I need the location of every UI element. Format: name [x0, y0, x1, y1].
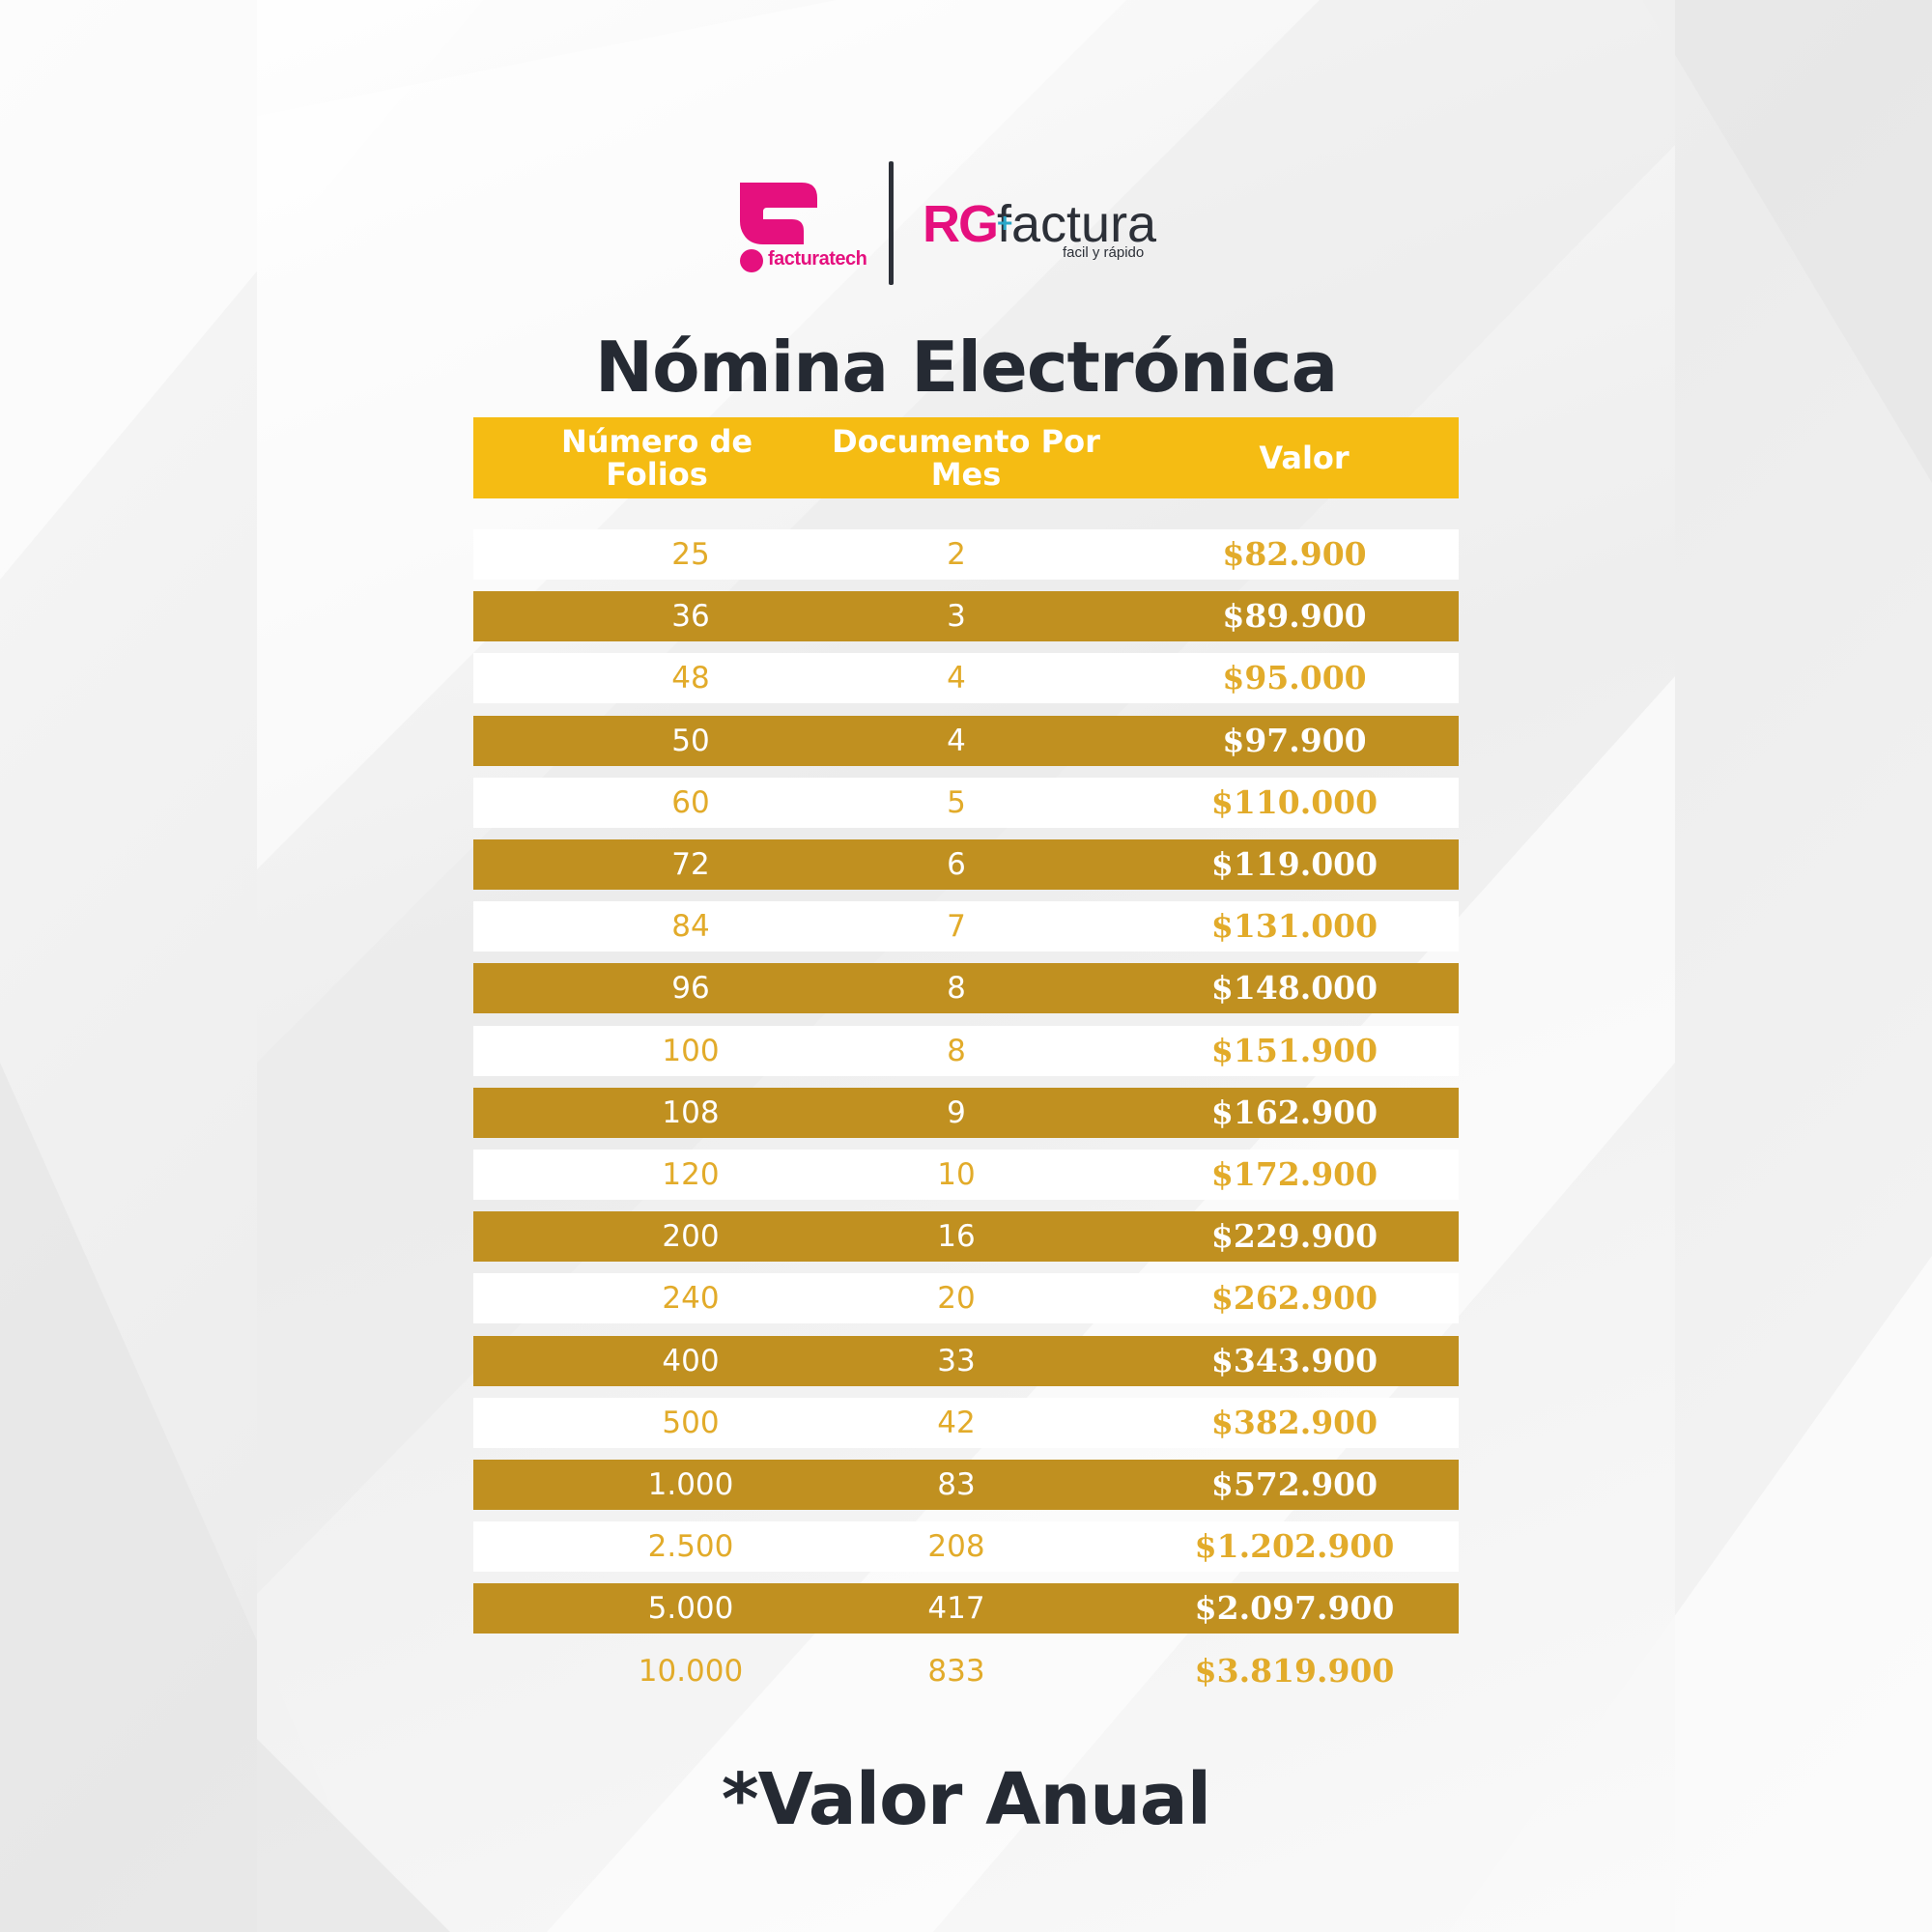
table-row: 2.500 208 $1.202.900 — [473, 1521, 1459, 1572]
cell-valor: $229.900 — [1210, 1217, 1378, 1255]
cell-documento: 417 — [927, 1591, 985, 1626]
cell-valor: $148.000 — [1210, 969, 1378, 1007]
cell-folios: 48 — [671, 661, 710, 696]
cell-folios: 400 — [662, 1344, 720, 1378]
table-row: 10.000 833 $3.819.900 — [473, 1646, 1459, 1696]
table-row: 400 33 $343.900 — [473, 1336, 1459, 1386]
cell-documento: 2 — [947, 537, 966, 572]
cell-folios: 72 — [671, 847, 710, 882]
cell-valor: $3.819.900 — [1194, 1652, 1395, 1690]
facturatech-logo-icon — [740, 183, 817, 272]
cell-valor: $97.900 — [1222, 722, 1367, 759]
cell-documento: 4 — [947, 724, 966, 758]
table-row: 72 6 $119.000 — [473, 839, 1459, 890]
cell-valor: $1.202.900 — [1194, 1527, 1395, 1565]
rgfactura-wordmark: RGfactura — [923, 198, 1156, 250]
cell-documento: 7 — [947, 909, 966, 944]
cell-folios: 2.500 — [647, 1529, 734, 1564]
cell-folios: 1.000 — [647, 1467, 734, 1502]
cell-documento: 42 — [937, 1406, 976, 1440]
cell-folios: 10.000 — [638, 1654, 744, 1689]
cell-valor: $572.900 — [1210, 1465, 1378, 1503]
cell-folios: 120 — [662, 1157, 720, 1192]
table-row: 108 9 $162.900 — [473, 1088, 1459, 1138]
footer-note: *Valor Anual — [721, 1758, 1211, 1841]
cell-valor: $151.900 — [1210, 1032, 1378, 1069]
cell-valor: $119.000 — [1210, 845, 1378, 883]
cell-folios: 50 — [671, 724, 710, 758]
cell-documento: 16 — [937, 1219, 976, 1254]
cell-documento: 208 — [927, 1529, 985, 1564]
cell-folios: 500 — [662, 1406, 720, 1440]
cell-valor: $131.000 — [1210, 907, 1378, 945]
table-row: 50 4 $97.900 — [473, 716, 1459, 766]
cell-folios: 60 — [671, 785, 710, 820]
table-row: 48 4 $95.000 — [473, 653, 1459, 703]
table-row: 120 10 $172.900 — [473, 1150, 1459, 1200]
cell-valor: $89.900 — [1222, 597, 1367, 635]
header-documento: Documento Por Mes — [832, 423, 1100, 493]
cell-documento: 83 — [937, 1467, 976, 1502]
page-title: Nómina Electrónica — [594, 327, 1338, 408]
cell-valor: $262.900 — [1210, 1279, 1378, 1317]
cell-valor: $95.000 — [1222, 659, 1367, 696]
table-row: 5.000 417 $2.097.900 — [473, 1583, 1459, 1634]
table-row: 84 7 $131.000 — [473, 901, 1459, 952]
cell-valor: $2.097.900 — [1194, 1589, 1395, 1627]
cell-folios: 36 — [671, 599, 710, 634]
cell-documento: 4 — [947, 661, 966, 696]
table-row: 60 5 $110.000 — [473, 778, 1459, 828]
cell-valor: $162.900 — [1210, 1094, 1378, 1131]
brand-logos: facturatech RGfactura + facil y rápido — [734, 159, 1198, 290]
cell-documento: 8 — [947, 971, 966, 1006]
cell-valor: $110.000 — [1210, 783, 1378, 821]
table-row: 36 3 $89.900 — [473, 591, 1459, 641]
cell-folios: 240 — [662, 1281, 720, 1316]
cell-valor: $82.900 — [1222, 535, 1367, 573]
cell-folios: 200 — [662, 1219, 720, 1254]
table-row: 96 8 $148.000 — [473, 963, 1459, 1013]
cell-valor: $172.900 — [1210, 1155, 1378, 1193]
cell-folios: 108 — [662, 1095, 720, 1130]
cell-documento: 10 — [937, 1157, 976, 1192]
table-row: 240 20 $262.900 — [473, 1273, 1459, 1323]
table-row: 25 2 $82.900 — [473, 529, 1459, 580]
cell-folios: 96 — [671, 971, 710, 1006]
cell-folios: 25 — [671, 537, 710, 572]
table-row: 500 42 $382.900 — [473, 1398, 1459, 1448]
cell-documento: 33 — [937, 1344, 976, 1378]
rg-text: RG — [923, 195, 999, 253]
cell-folios: 5.000 — [647, 1591, 734, 1626]
table-row: 100 8 $151.900 — [473, 1026, 1459, 1076]
cell-documento: 20 — [937, 1281, 976, 1316]
cell-folios: 84 — [671, 909, 710, 944]
cell-documento: 5 — [947, 785, 966, 820]
rgfactura-tagline: facil y rápido — [1063, 244, 1145, 261]
table-header: Número de Folios Documento Por Mes Valor — [473, 417, 1459, 498]
cell-valor: $343.900 — [1210, 1342, 1378, 1379]
cell-documento: 9 — [947, 1095, 966, 1130]
header-folios: Número de Folios — [560, 423, 753, 493]
cell-documento: 3 — [947, 599, 966, 634]
table-row: 1.000 83 $572.900 — [473, 1460, 1459, 1510]
header-valor: Valor — [1259, 440, 1350, 476]
cell-documento: 6 — [947, 847, 966, 882]
facturatech-wordmark: facturatech — [768, 248, 867, 270]
cell-documento: 833 — [927, 1654, 985, 1689]
logo-divider — [889, 161, 894, 285]
factura-text: factura — [997, 195, 1157, 253]
cell-valor: $382.900 — [1210, 1404, 1378, 1441]
cell-documento: 8 — [947, 1034, 966, 1068]
cell-folios: 100 — [662, 1034, 720, 1068]
plus-icon: + — [997, 208, 1013, 238]
table-row: 200 16 $229.900 — [473, 1211, 1459, 1262]
